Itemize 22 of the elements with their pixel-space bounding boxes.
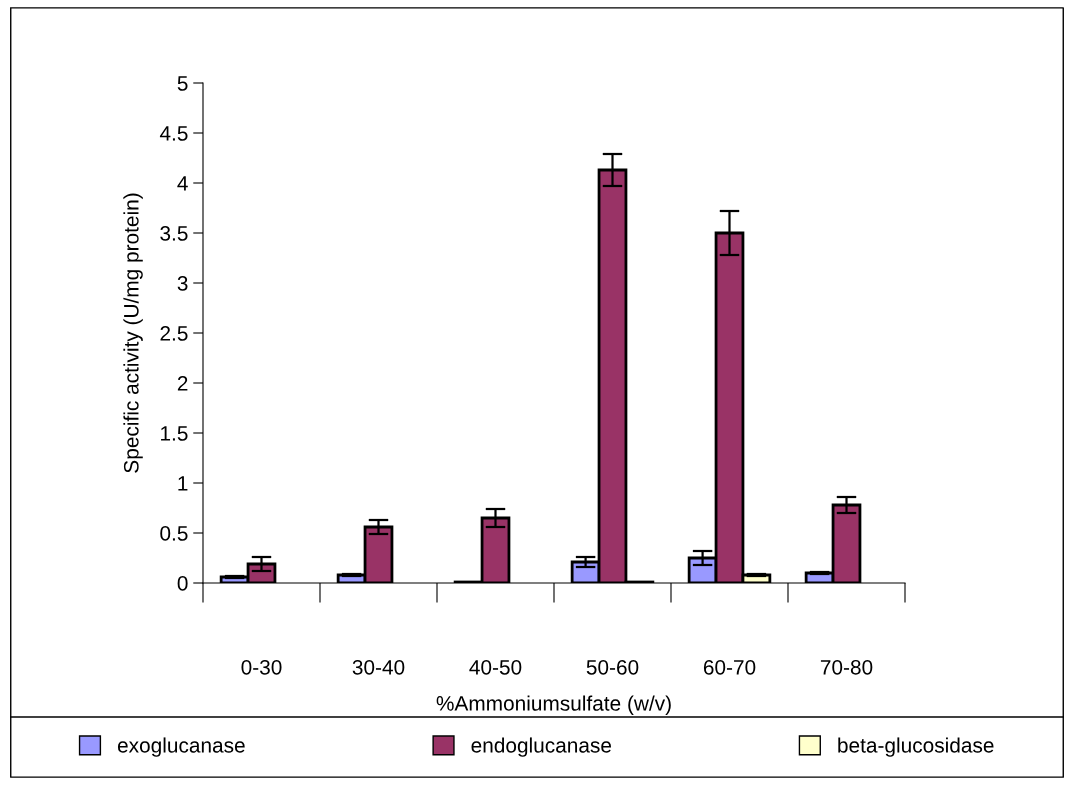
x-tick-label: 30-40	[352, 659, 405, 675]
x-axis-title: %Ammoniumsulfate (w/v)	[436, 695, 671, 715]
y-tick-label: 1.5	[161, 426, 188, 441]
y-tick-label: 4	[177, 176, 188, 191]
y-tick-label: 2.5	[160, 326, 188, 341]
y-axis-title: Specific activity (U/mg protein)	[123, 193, 143, 473]
y-tick-label: 0.5	[160, 526, 188, 541]
y-tick-label: 3	[177, 276, 188, 291]
x-tick-label: 60-70	[703, 659, 756, 675]
y-tick-label: 3.5	[160, 226, 188, 241]
y-tick-label: 2	[177, 376, 188, 391]
x-tick-label: 0-30	[241, 659, 282, 675]
x-tick-label: 70-80	[820, 659, 873, 675]
y-tick-label: 4.5	[159, 126, 188, 141]
legend-label: endoglucanase	[471, 737, 612, 757]
legend-label: exoglucanase	[117, 737, 245, 757]
y-tick-label: 1	[178, 476, 188, 491]
y-tick-label: 5	[177, 76, 188, 91]
legend-label: beta-glucosidase	[838, 737, 994, 757]
y-tick-label: 0	[177, 576, 188, 591]
x-tick-label: 50-60	[586, 659, 639, 675]
x-tick-label: 40-50	[469, 659, 522, 675]
